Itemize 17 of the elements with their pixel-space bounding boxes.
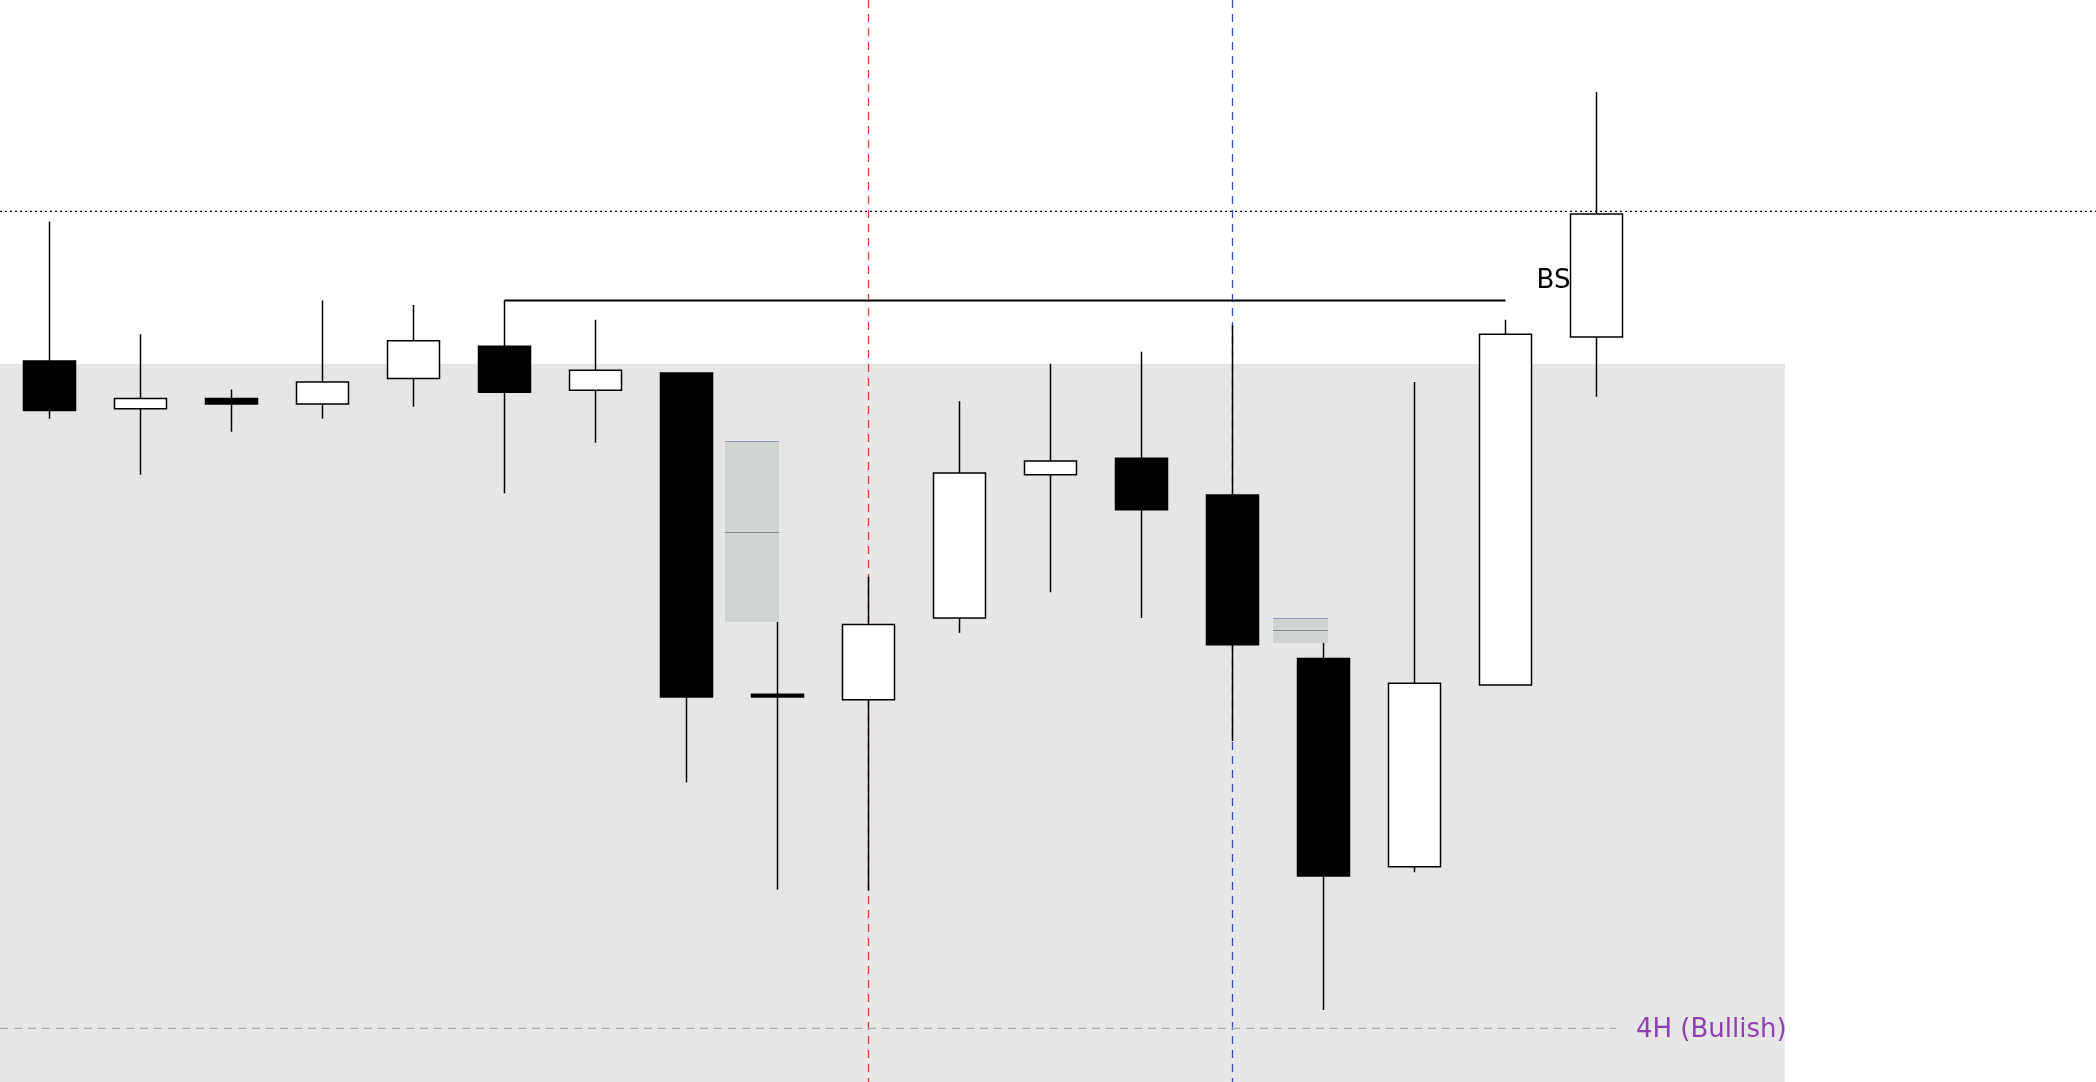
candlestick [22,220,77,420]
candlestick [386,304,441,408]
candlestick [1387,381,1442,874]
candlestick [568,318,623,444]
candlestick [1296,641,1351,1011]
annotation: BS [1536,264,1571,295]
candlestick [841,575,896,892]
ref-line-label: 4H (Bullish) [1636,1013,1787,1044]
candlestick [295,299,350,420]
candlestick [932,400,987,634]
candlestick [659,372,714,784]
candlestick [750,620,805,891]
candlestick [204,388,259,433]
candlestick [1478,318,1533,686]
candlestick [113,333,168,476]
candlestick [1023,362,1078,594]
candlestick [1114,351,1169,619]
